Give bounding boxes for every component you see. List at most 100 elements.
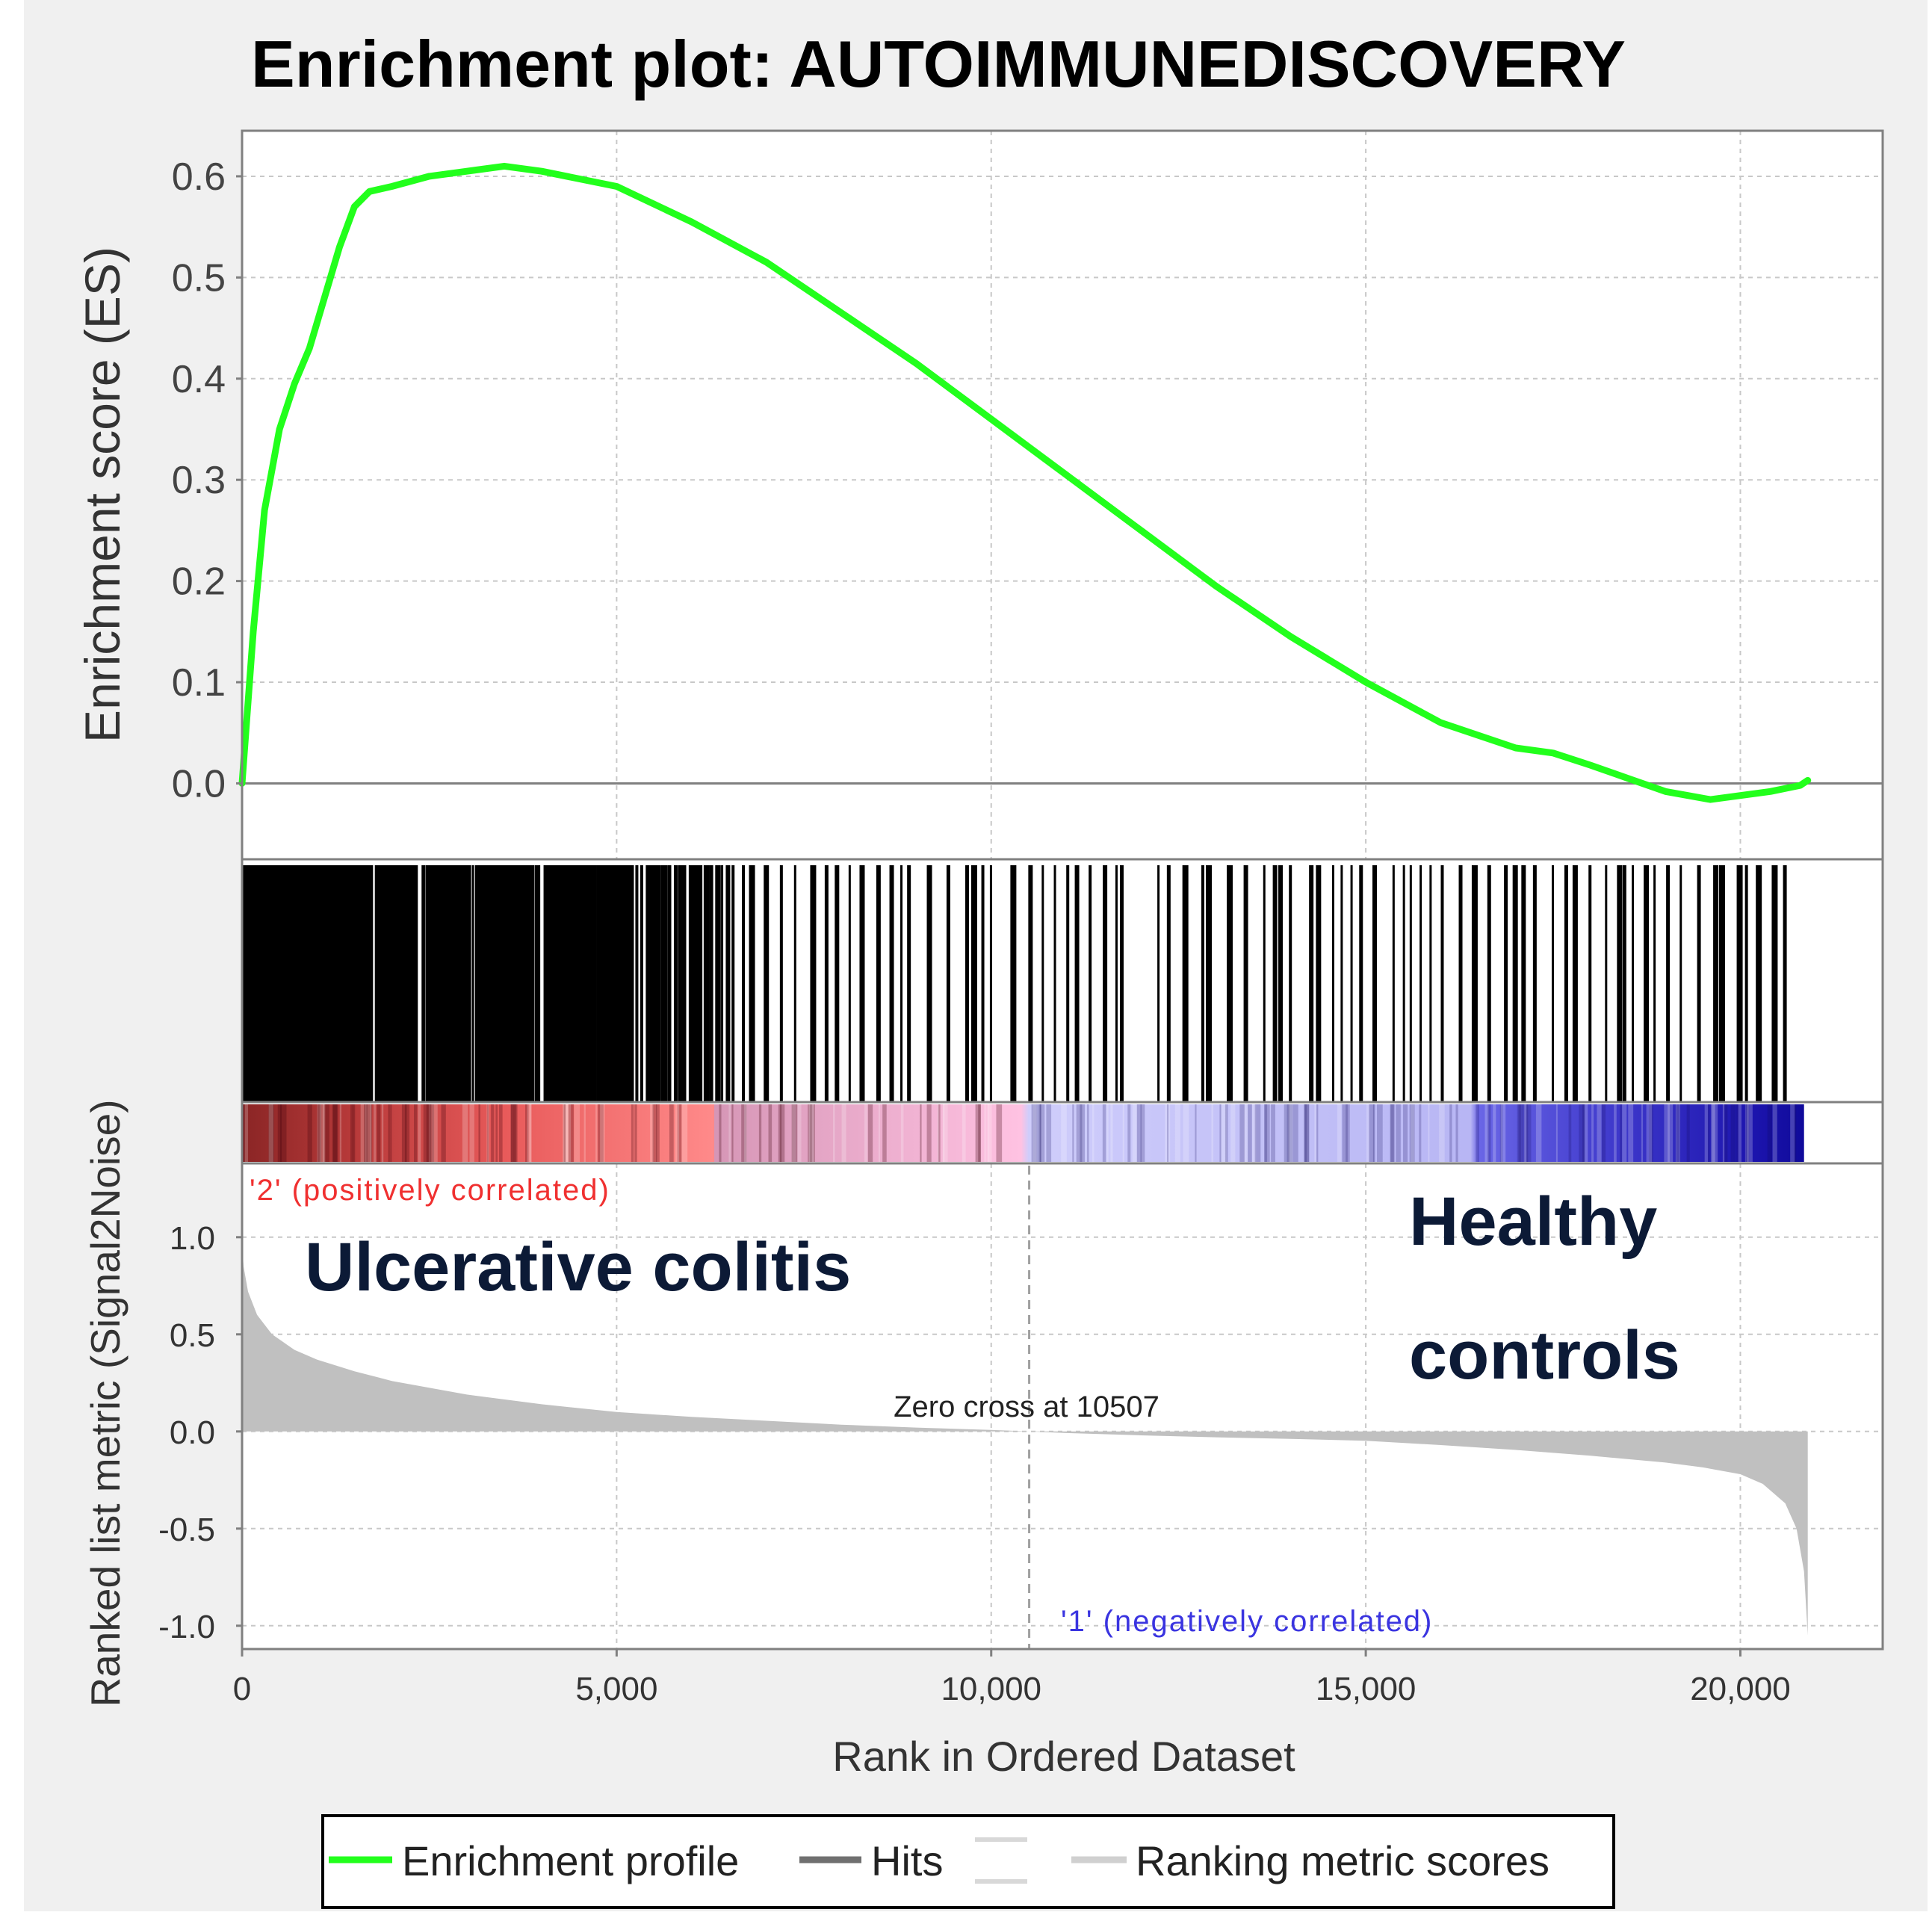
hit-line <box>362 865 366 1102</box>
colorbar-stripe <box>381 1104 384 1162</box>
colorbar-stripe <box>498 1104 503 1162</box>
colorbar-stripe <box>1092 1104 1095 1162</box>
hit-line <box>622 865 625 1102</box>
hit-line <box>718 865 721 1102</box>
hit-line <box>1588 865 1592 1102</box>
colorbar-stripe <box>1738 1104 1742 1162</box>
colorbar-stripe <box>1080 1104 1085 1162</box>
hit-line <box>511 865 514 1102</box>
hit-line <box>483 865 487 1102</box>
colorbar-stripe <box>731 1104 734 1162</box>
es-ytick-label: 0.6 <box>172 155 226 199</box>
hit-line <box>456 865 459 1102</box>
hit-line <box>498 865 503 1102</box>
x-axis: 0 5,000 10,000 15,000 20,000 <box>233 1649 1791 1707</box>
colorbar-stripe <box>600 1104 605 1162</box>
colorbar-stripe <box>1304 1104 1307 1162</box>
hit-line <box>284 865 287 1102</box>
colorbar-stripe <box>1038 1104 1041 1162</box>
hit-line <box>690 865 696 1102</box>
colorbar-stripe <box>510 1104 517 1162</box>
chart-title: Enrichment plot: AUTOIMMUNEDISCOVERY <box>251 27 1626 101</box>
hit-line <box>651 865 655 1102</box>
hit-line <box>1564 865 1568 1102</box>
hit-line <box>1409 865 1412 1102</box>
hit-line <box>679 865 684 1102</box>
colorbar-stripe <box>792 1104 796 1162</box>
colorbar-stripe <box>808 1104 812 1162</box>
hit-line <box>1066 865 1070 1102</box>
colorbar-stripe <box>878 1104 881 1162</box>
colorbar-stripe <box>1372 1104 1375 1162</box>
hit-line <box>340 865 344 1102</box>
negative-correlation-label: '1' (negatively correlated) <box>1061 1605 1433 1638</box>
ranking-metric-area <box>242 1241 1808 1636</box>
colorbar-stripe <box>360 1104 367 1162</box>
colorbar-stripe <box>268 1104 274 1162</box>
colorbar-stripe <box>962 1104 966 1162</box>
hit-line <box>485 865 489 1102</box>
hit-line <box>1419 865 1422 1102</box>
hit-line <box>445 865 450 1102</box>
hit-line <box>305 865 310 1102</box>
colorbar-stripe <box>975 1104 977 1162</box>
colorbar-stripe <box>1165 1104 1171 1162</box>
positive-correlation-label: '2' (positively correlated) <box>250 1174 610 1207</box>
hit-line <box>591 865 597 1102</box>
hit-line <box>684 865 687 1102</box>
colorbar-stripe <box>1132 1104 1137 1162</box>
colorbar-stripe <box>1628 1104 1634 1162</box>
hit-line <box>508 865 512 1102</box>
hit-line <box>749 865 755 1102</box>
hit-line <box>337 865 340 1102</box>
colorbar-stripe <box>778 1104 782 1162</box>
hit-line <box>276 865 280 1102</box>
colorbar-stripe <box>1061 1104 1067 1162</box>
hit-line <box>1227 865 1233 1102</box>
hit-line <box>427 865 432 1102</box>
hit-line <box>946 865 950 1102</box>
colorbar-stripe <box>390 1104 392 1162</box>
metric-area-group <box>242 1241 1808 1636</box>
colorbar-stripe <box>1102 1104 1106 1162</box>
colorbar-stripe <box>1211 1104 1214 1162</box>
colorbar-stripe <box>317 1104 321 1162</box>
colorbar-stripe <box>432 1104 438 1162</box>
hit-line <box>386 865 391 1102</box>
metric-ytick-label: -1.0 <box>158 1609 215 1645</box>
hit-line <box>577 865 582 1102</box>
colorbar-stripe <box>1411 1104 1415 1162</box>
hit-line <box>457 865 460 1102</box>
x-axis-label: Rank in Ordered Dataset <box>832 1733 1295 1780</box>
hit-line <box>596 865 601 1102</box>
hit-line <box>631 865 634 1102</box>
colorbar-stripe <box>495 1104 498 1162</box>
hit-line <box>471 865 474 1102</box>
hit-line <box>421 865 426 1102</box>
hit-line <box>566 865 572 1102</box>
colorbar-stripe <box>1668 1104 1674 1162</box>
es-ytick-label: 0.1 <box>172 661 226 705</box>
hit-line <box>696 865 702 1102</box>
metric-ytick-label: -0.5 <box>158 1512 215 1548</box>
colorbar-stripe <box>728 1104 731 1162</box>
hit-line <box>365 865 368 1102</box>
hit-line <box>793 865 796 1102</box>
colorbar-stripe <box>1390 1104 1394 1162</box>
colorbar-stripe <box>332 1104 338 1162</box>
colorbar-stripe <box>563 1104 566 1162</box>
colorbar-stripe <box>1419 1104 1422 1162</box>
colorbar-stripe <box>324 1104 329 1162</box>
hit-line <box>258 865 263 1102</box>
colorbar-stripe <box>669 1104 674 1162</box>
hit-line <box>329 865 335 1102</box>
hit-line <box>430 865 433 1102</box>
colorbar-stripe <box>1127 1104 1131 1162</box>
colorbar-stripe <box>243 1104 245 1162</box>
colorbar-stripe <box>656 1104 660 1162</box>
hit-line <box>557 865 564 1102</box>
colorbar-stripe <box>565 1104 572 1162</box>
hit-line <box>267 865 272 1102</box>
hit-line <box>1504 865 1508 1102</box>
hit-line <box>981 865 985 1102</box>
